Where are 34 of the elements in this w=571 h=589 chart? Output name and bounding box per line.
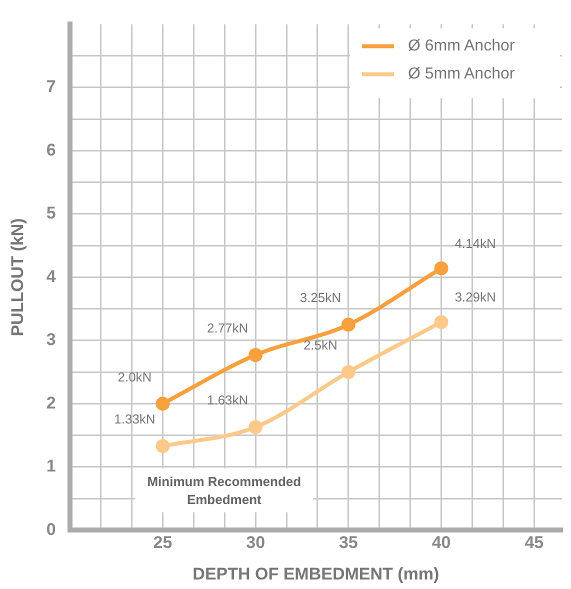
- data-label: 2.0kN: [118, 369, 152, 384]
- annotation: Minimum Recommended Embedment: [147, 474, 302, 507]
- point: [248, 348, 263, 362]
- legend-label: Ø 6mm Anchor: [408, 38, 516, 55]
- data-label: 4.14kN: [454, 236, 496, 251]
- y-tick-label: 6: [46, 140, 56, 160]
- y-tick-label: 0: [46, 520, 56, 539]
- x-tick-label: 40: [432, 533, 451, 552]
- y-tick-label: 5: [46, 204, 56, 223]
- x-tick-label: 30: [246, 533, 266, 552]
- data-label: 2.77kN: [206, 320, 248, 336]
- x-tick-label: 25: [153, 533, 172, 552]
- y-tick-label: 1: [46, 456, 56, 476]
- point: [341, 365, 356, 380]
- data-label: 2.5kN: [303, 338, 338, 353]
- y-tick-label: 2: [46, 393, 56, 412]
- point: [434, 315, 448, 330]
- data-label: 1.33kN: [114, 412, 156, 427]
- x-tick-label: 45: [524, 533, 544, 552]
- data-label: 3.29kN: [454, 290, 496, 305]
- point: [156, 439, 170, 454]
- legend-label: Ø 5mm Anchor: [408, 66, 516, 83]
- y-tick-label: 3: [46, 330, 56, 350]
- x-axis-title: DEPTH OF EMBEDMENT (mm): [192, 564, 440, 584]
- point: [156, 396, 170, 411]
- data-label: 3.25kN: [300, 290, 342, 306]
- y-tick-label: 4: [46, 266, 56, 286]
- point: [434, 261, 448, 276]
- data-label: 1.63kN: [206, 392, 248, 408]
- y-axis-title: PULLOUT (kN): [8, 218, 27, 336]
- point: [248, 420, 263, 434]
- x-tick-label: 35: [338, 533, 358, 552]
- y-tick-label: 7: [46, 77, 56, 96]
- point: [341, 318, 356, 332]
